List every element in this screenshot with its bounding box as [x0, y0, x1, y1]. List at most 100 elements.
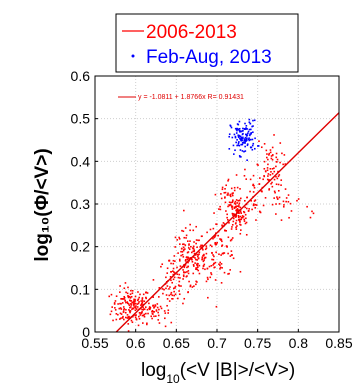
data-point — [306, 205, 308, 208]
data-point — [182, 269, 184, 271]
data-point — [186, 266, 188, 269]
data-point — [192, 247, 195, 250]
data-point — [184, 244, 187, 246]
data-point — [183, 248, 185, 251]
x-tick-labels: 0.55 0.6 0.65 0.7 0.75 0.8 0.85 — [81, 329, 353, 351]
data-point — [120, 302, 122, 305]
data-point — [188, 248, 191, 250]
y-tick-label: 0.1 — [71, 281, 91, 297]
data-point — [128, 295, 131, 298]
data-point — [220, 239, 222, 241]
data-point — [153, 310, 155, 313]
data-point — [197, 266, 199, 269]
data-point — [130, 300, 132, 302]
data-point — [214, 193, 217, 196]
data-point — [243, 138, 246, 140]
data-point — [273, 170, 276, 173]
data-point — [174, 287, 176, 289]
data-point — [229, 193, 232, 196]
data-point — [218, 208, 220, 210]
data-point — [143, 308, 145, 310]
data-point — [113, 303, 116, 305]
data-point — [183, 297, 186, 300]
data-point — [127, 286, 129, 289]
data-point — [196, 264, 199, 267]
data-point — [277, 183, 280, 186]
data-point — [165, 294, 168, 296]
data-point — [244, 199, 246, 202]
data-point — [197, 269, 200, 272]
data-point — [112, 319, 114, 322]
data-point — [238, 155, 241, 157]
data-point — [193, 250, 196, 252]
data-point — [240, 156, 242, 158]
data-point — [262, 178, 264, 181]
data-point — [168, 294, 171, 297]
data-point — [137, 299, 139, 302]
data-point — [130, 289, 132, 292]
data-point — [239, 232, 242, 235]
data-point — [221, 225, 224, 227]
data-point — [235, 128, 238, 131]
data-point — [226, 213, 228, 216]
data-point — [126, 301, 129, 303]
data-point — [122, 309, 125, 311]
data-point — [187, 251, 190, 253]
data-point — [132, 307, 135, 310]
data-point — [271, 158, 274, 161]
data-point — [182, 256, 185, 258]
data-point — [241, 139, 243, 141]
data-point — [173, 271, 175, 273]
data-point — [119, 317, 122, 320]
data-point — [188, 243, 190, 245]
data-point — [154, 304, 156, 306]
data-point — [135, 305, 137, 307]
data-point — [158, 287, 161, 289]
data-point — [178, 280, 181, 283]
data-point — [178, 238, 181, 240]
data-point — [219, 264, 221, 267]
data-point — [251, 144, 254, 147]
data-point — [280, 179, 283, 181]
data-point — [233, 189, 236, 192]
data-point — [213, 262, 216, 265]
data-point — [212, 264, 214, 266]
data-point — [271, 146, 274, 149]
data-point — [239, 210, 242, 213]
data-point — [225, 184, 227, 187]
data-point — [239, 149, 242, 151]
data-point — [227, 236, 230, 239]
data-point — [110, 293, 113, 296]
data-point — [287, 200, 290, 203]
data-point — [192, 245, 195, 248]
data-point — [115, 295, 118, 297]
data-point — [254, 203, 257, 206]
data-point — [219, 261, 222, 264]
data-point — [139, 314, 142, 316]
legend-dot-marker — [131, 54, 135, 58]
data-point — [239, 197, 242, 200]
data-point — [115, 318, 118, 321]
data-point — [230, 228, 233, 230]
data-point — [206, 276, 209, 279]
data-point — [233, 186, 236, 189]
data-point — [239, 221, 241, 223]
data-point — [198, 272, 201, 275]
data-point — [269, 168, 272, 170]
data-point — [232, 217, 235, 220]
data-point — [196, 253, 199, 256]
data-point — [231, 201, 234, 204]
data-point — [160, 265, 162, 268]
data-point — [242, 127, 244, 130]
data-point — [140, 300, 142, 302]
data-point — [289, 202, 292, 205]
fit-line — [115, 112, 340, 333]
data-point — [142, 314, 145, 317]
data-point — [232, 199, 234, 202]
data-point — [226, 194, 229, 196]
data-point — [241, 216, 244, 219]
data-point — [257, 145, 259, 147]
data-point — [253, 200, 256, 202]
data-point — [235, 199, 238, 201]
data-point — [166, 267, 169, 270]
